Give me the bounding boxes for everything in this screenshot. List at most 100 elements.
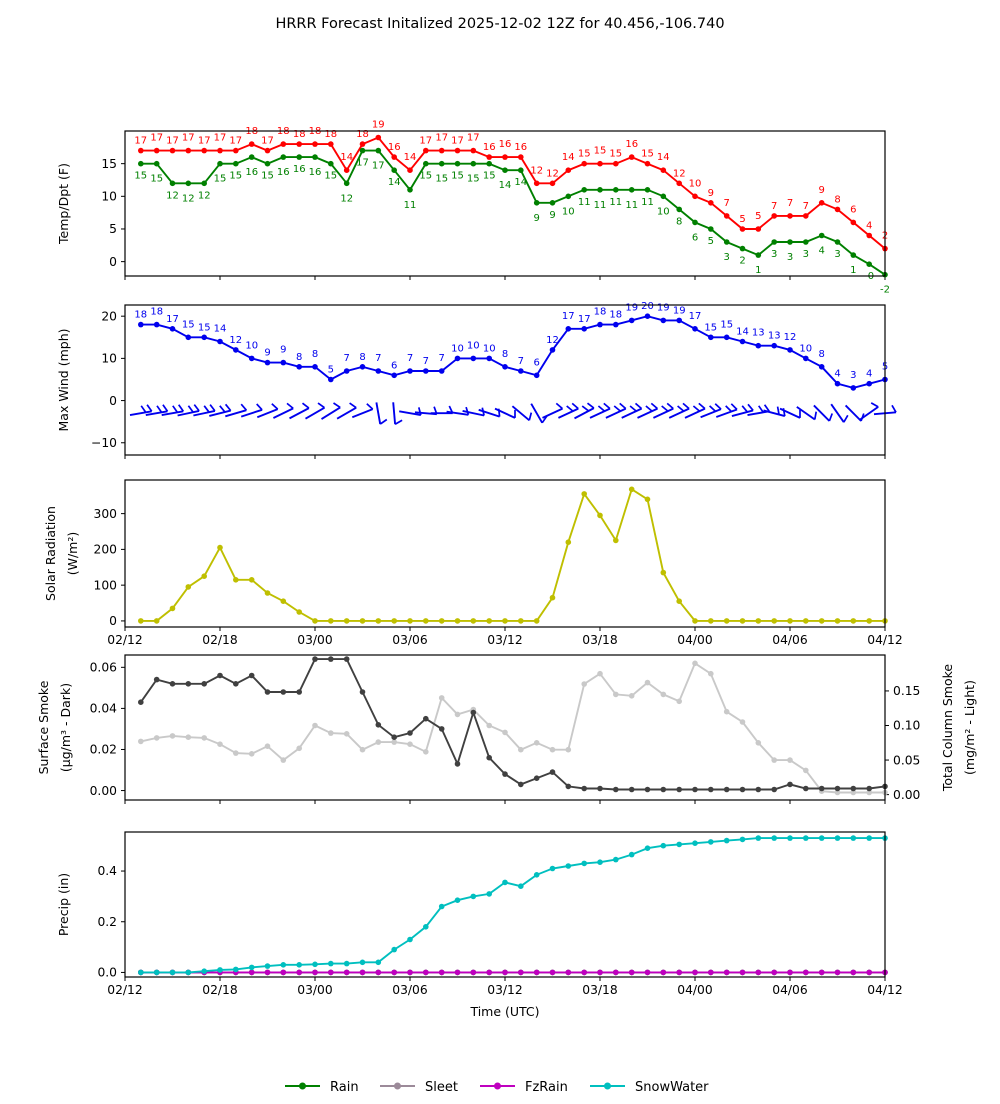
- surface-smoke-line: [140, 658, 886, 791]
- max-wind-value-label: 4: [866, 369, 872, 380]
- ylabel-surface-smoke-line2: (µg/m³ - Dark): [58, 683, 73, 772]
- surface-smoke-point: [486, 754, 493, 761]
- solar-radiation-point: [787, 618, 793, 624]
- total-column-smoke-point: [486, 722, 493, 729]
- wind-barb-flag: [692, 405, 701, 412]
- solar-radiation-point: [138, 618, 144, 624]
- total-column-smoke-point: [296, 745, 303, 752]
- solar-radiation-point: [454, 618, 461, 624]
- dewpoint-value-label: 14: [388, 177, 401, 188]
- fzrain-point: [644, 969, 651, 976]
- series-surface-smoke: [138, 656, 888, 793]
- temperature-value-label: 17: [198, 136, 211, 147]
- dewpoint-point: [264, 160, 271, 167]
- temperature-value-label: 12: [546, 168, 559, 179]
- dewpoint-value-label: 1: [755, 265, 761, 276]
- max-wind-value-label: 17: [562, 311, 575, 322]
- y-tick-label: 100: [94, 578, 117, 592]
- fzrain-point: [343, 969, 350, 976]
- dewpoint-value-label: 12: [166, 190, 179, 201]
- total-column-smoke-point: [153, 735, 160, 741]
- total-column-smoke-point: [787, 757, 793, 763]
- dewpoint-value-label: 3: [803, 249, 809, 260]
- snowwater-point: [201, 968, 207, 974]
- solar-radiation-point: [533, 618, 540, 624]
- dewpoint-value-label: 5: [708, 236, 714, 247]
- temperature-point: [359, 141, 366, 147]
- dewpoint-point: [375, 147, 382, 154]
- dewpoint-point: [153, 160, 160, 167]
- y-tick-label: 0.00: [90, 784, 117, 798]
- wind-barb-flag: [193, 404, 200, 412]
- series-snowwater: [138, 835, 888, 976]
- dewpoint-point: [803, 239, 809, 245]
- temperature-value-label: 16: [388, 142, 401, 153]
- total-column-smoke-point: [803, 767, 809, 774]
- total-column-smoke-point: [597, 670, 603, 677]
- solar-radiation-point: [169, 605, 176, 612]
- max-wind-point: [676, 317, 682, 324]
- temperature-value-label: 8: [834, 194, 840, 205]
- temperature-point: [391, 154, 398, 160]
- temperature-value-label: 18: [324, 129, 337, 140]
- fzrain-point: [328, 969, 334, 976]
- snowwater-point: [217, 967, 223, 973]
- temperature-point: [407, 167, 413, 173]
- snowwater-point: [312, 961, 318, 968]
- solar-radiation-point: [834, 618, 841, 624]
- solar-radiation-point: [470, 618, 477, 624]
- temperature-point: [502, 154, 508, 160]
- series-solar-radiation: [138, 486, 888, 624]
- max-wind-point: [280, 359, 287, 366]
- wind-barb-staff: [462, 409, 485, 417]
- temperature-value-label: 15: [641, 149, 654, 160]
- snowwater-point: [169, 969, 176, 976]
- snowwater-point: [708, 839, 714, 845]
- surface-smoke-point: [201, 681, 207, 687]
- wind-barb-staff: [700, 408, 722, 419]
- max-wind-point: [803, 355, 809, 362]
- surface-smoke-point: [407, 730, 413, 736]
- snowwater-point: [692, 840, 698, 846]
- temperature-point: [723, 213, 730, 219]
- surface-smoke-point: [296, 689, 303, 695]
- fzrain-point: [676, 969, 682, 976]
- fzrain-point: [312, 969, 318, 976]
- dewpoint-value-label: 15: [150, 174, 163, 185]
- legend-label-sleet: Sleet: [425, 1080, 458, 1095]
- wind-barb-flag: [714, 403, 722, 410]
- dewpoint-value-label: 12: [182, 193, 195, 204]
- max-wind-point: [818, 364, 825, 370]
- solar-radiation-point: [644, 496, 651, 503]
- dewpoint-point: [660, 193, 667, 200]
- wind-barb-staff: [684, 407, 706, 419]
- wind-barb-flag: [178, 404, 184, 412]
- max-wind-value-label: 13: [768, 331, 781, 342]
- surface-smoke-point: [438, 726, 445, 732]
- max-wind-point: [628, 317, 635, 324]
- sleet-marker-icon: [394, 1082, 401, 1090]
- wind-barb-flag: [555, 402, 564, 410]
- x-tick-label: 04/12: [867, 983, 902, 997]
- temperature-point: [549, 180, 556, 187]
- fzrain-point: [850, 969, 857, 976]
- wind-barb-staff: [731, 409, 754, 418]
- max-wind-value-label: 12: [546, 335, 559, 346]
- temperature-point: [438, 147, 445, 154]
- wind-barb-staff: [392, 402, 397, 425]
- axes-box: [124, 130, 886, 277]
- wind-barb-flag: [333, 402, 341, 409]
- max-wind-point: [359, 364, 366, 370]
- surface-smoke-point: [771, 786, 777, 793]
- max-wind-value-label: 12: [784, 332, 797, 343]
- temperature-value-label: 17: [229, 136, 242, 147]
- max-wind-value-label: 19: [625, 302, 638, 313]
- temperature-point: [328, 141, 334, 147]
- x-tick-label: 04/00: [677, 633, 712, 647]
- dewpoint-point: [391, 167, 398, 173]
- max-wind-value-label: 4: [834, 369, 840, 380]
- max-wind-value-label: 10: [467, 340, 480, 351]
- max-wind-value-label: 17: [166, 314, 179, 325]
- total-column-smoke-point: [280, 757, 287, 763]
- total-column-smoke-point: [708, 670, 714, 677]
